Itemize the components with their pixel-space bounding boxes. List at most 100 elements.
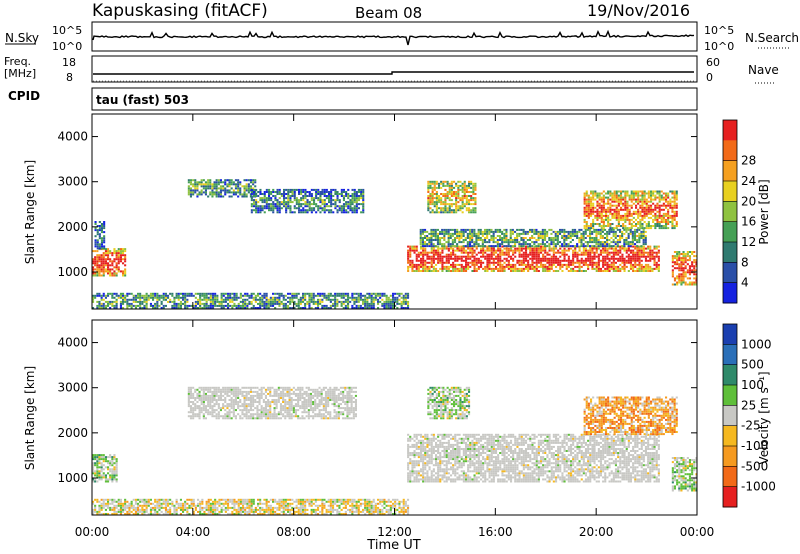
heatmap-cell [440,197,443,200]
heatmap-cell [437,249,440,252]
heatmap-cell [653,263,656,266]
heatmap-cell [448,207,451,210]
heatmap-cell [678,275,681,278]
heatmap-cell [364,296,367,299]
heatmap-cell [291,188,294,191]
heatmap-cell [433,197,436,200]
heatmap-cell [665,214,668,217]
heatmap-cell [104,254,107,257]
cpid-panel-frame [91,87,698,111]
heatmap-cell [578,259,581,262]
heatmap-cell [629,255,632,258]
heatmap-cell [497,267,500,270]
heatmap-cell [100,254,103,257]
heatmap-cell [293,302,296,305]
heatmap-cell [635,198,638,201]
heatmap-cell [100,476,103,479]
heatmap-cell [274,197,277,200]
heatmap-cell [141,302,144,305]
heatmap-cell [124,298,127,301]
heatmap-cell [640,267,643,270]
heatmap-cell [461,197,464,200]
heatmap-cell [421,239,424,241]
heatmap-cell [480,247,483,250]
heatmap-cell [228,417,231,420]
heatmap-cell [119,252,122,255]
heatmap-cell [682,261,685,264]
heatmap-cell [544,249,547,252]
heatmap-cell [293,191,296,193]
heatmap-cell [590,208,593,211]
heatmap-cell [310,211,313,214]
heatmap-cell [442,182,445,185]
heatmap-cell [440,193,443,195]
heatmap-cell [111,268,114,271]
heatmap-cell [427,201,430,204]
heatmap-cell [219,394,222,397]
heatmap-cell [111,478,114,481]
heatmap-cell [194,191,197,194]
heatmap-cell [550,259,553,262]
heatmap-cell [582,263,585,266]
heatmap-cell [111,480,114,483]
heatmap-cell [490,239,493,241]
heatmap-cell [471,259,474,262]
heatmap-cell [431,201,434,204]
heatmap-cell [662,212,665,215]
heatmap-cell [230,411,233,414]
heatmap-cell [458,263,461,266]
heatmap-cell [635,204,638,207]
heatmap-cell [207,386,210,389]
heatmap-cell [673,214,676,217]
heatmap-cell [503,253,506,256]
heatmap-cell [518,253,521,256]
heatmap-cell [433,182,436,185]
heatmap-cell [175,302,178,305]
heatmap-cell [192,307,195,309]
heatmap-cell [263,292,266,295]
heatmap-cell [338,205,341,208]
heatmap-cell [462,255,465,258]
heatmap-cell [353,209,356,212]
heatmap-cell [576,270,579,272]
heatmap-cell [234,191,237,194]
heatmap-cell [643,200,646,203]
heatmap-cell [559,261,562,264]
heatmap-cell [200,401,203,403]
heatmap-cell [355,193,358,195]
heatmap-cell [680,281,683,284]
heatmap-cell [518,259,521,262]
heatmap-cell [541,230,544,233]
heatmap-cell [671,206,674,209]
heatmap-cell [261,209,264,212]
heatmap-cell [583,208,586,211]
heatmap-cell [98,235,101,238]
heatmap-cell [537,247,540,250]
heatmap-cell [239,307,242,309]
heatmap-cell [190,292,193,295]
heatmap-cell [596,223,599,225]
heatmap-cell [552,241,555,244]
heatmap-cell [544,232,547,235]
heatmap-cell [635,210,638,213]
heatmap-cell [484,270,487,272]
heatmap-cell [598,202,601,205]
heatmap-cell [98,474,101,477]
heatmap-cell [657,245,660,248]
heatmap-cell [620,202,623,205]
heatmap-cell [325,195,328,197]
heatmap-cell [254,294,257,297]
heatmap-cell [298,191,301,193]
heatmap-cell [98,307,101,309]
heatmap-cell [421,232,424,235]
heatmap-cell [630,223,633,225]
heatmap-cell [514,247,517,250]
heatmap-cell [173,298,176,301]
heatmap-cell [344,300,347,303]
heatmap-cell [224,183,227,186]
heatmap-cell [211,409,214,412]
heatmap-cell [537,261,540,264]
heatmap-cell [678,281,681,284]
heatmap-cell [608,243,611,246]
heatmap-cell [617,257,620,260]
